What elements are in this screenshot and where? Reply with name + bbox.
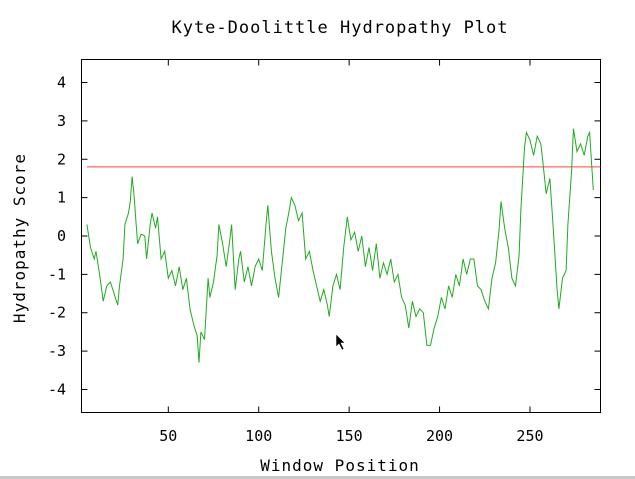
x-tick-label: 150: [336, 427, 363, 445]
chart-title: Kyte-Doolittle Hydropathy Plot: [171, 18, 508, 38]
x-tick-label: 50: [159, 427, 177, 445]
hydropathy-series-line: [86, 128, 594, 363]
x-tick-label: 250: [516, 427, 543, 445]
y-tick-label: 0: [57, 227, 66, 245]
mouse-cursor-icon: [335, 333, 346, 351]
y-axis-ticks: -4 -3 -2 -1 0 1 2 3 4: [48, 74, 601, 398]
window-bottom-edge: [0, 476, 635, 479]
x-tick-label: 100: [245, 427, 272, 445]
y-tick-label: 3: [57, 112, 66, 130]
x-axis-ticks: 50 100 150 200 250: [159, 59, 544, 445]
y-tick-label: 4: [57, 74, 66, 92]
y-tick-label: -3: [48, 342, 66, 360]
x-axis-label: Window Position: [260, 456, 420, 475]
x-tick-label: 200: [426, 427, 453, 445]
y-tick-label: 1: [57, 189, 66, 207]
y-tick-label: -1: [48, 265, 66, 283]
y-tick-label: -2: [48, 304, 66, 322]
y-tick-label: 2: [57, 150, 66, 168]
y-axis-label: Hydropathy Score: [10, 153, 29, 323]
y-tick-label: -4: [48, 380, 66, 398]
